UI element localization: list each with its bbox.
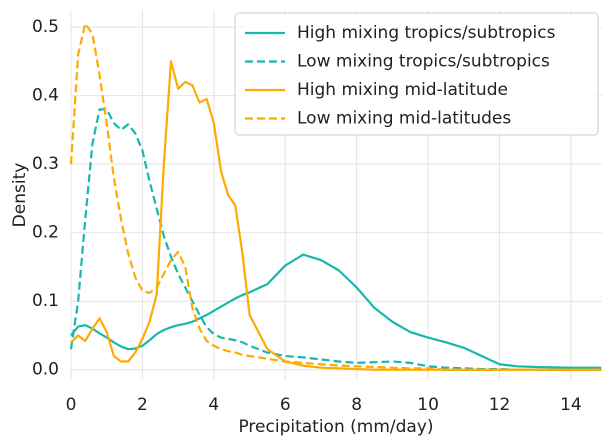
density-line bbox=[69, 22, 602, 371]
y-tick-label: 0.2 bbox=[32, 223, 59, 243]
x-tick-label: 14 bbox=[560, 395, 582, 415]
legend-box bbox=[234, 12, 599, 136]
x-tick-label: 6 bbox=[280, 395, 291, 415]
legend-label: High mixing mid-latitude bbox=[297, 80, 508, 100]
y-tick-label: 0.1 bbox=[32, 291, 59, 311]
x-tick-label: 10 bbox=[417, 395, 439, 415]
y-axis-label: Density bbox=[10, 163, 30, 228]
x-tick-label: 12 bbox=[489, 395, 511, 415]
density-line bbox=[69, 108, 602, 371]
y-tick-label: 0.3 bbox=[32, 154, 59, 174]
x-tick-label: 0 bbox=[66, 395, 77, 415]
legend-label: High mixing tropics/subtropics bbox=[297, 23, 556, 43]
y-tick-label: 0.4 bbox=[32, 86, 59, 106]
legend-label: Low mixing tropics/subtropics bbox=[297, 52, 550, 72]
y-tick-label: 0.5 bbox=[32, 17, 59, 37]
x-tick-label: 4 bbox=[208, 395, 219, 415]
y-tick-label: 0.0 bbox=[32, 360, 59, 380]
x-tick-label: 8 bbox=[351, 395, 362, 415]
x-tick-label: 2 bbox=[137, 395, 148, 415]
legend-label: Low mixing mid-latitudes bbox=[297, 109, 511, 129]
x-axis-label: Precipitation (mm/day) bbox=[238, 417, 433, 437]
density-line bbox=[70, 253, 602, 369]
